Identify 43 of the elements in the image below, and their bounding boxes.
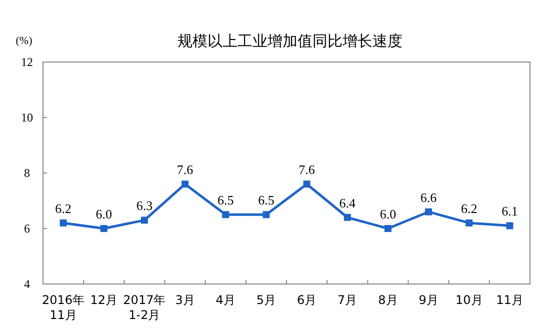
data-label: 6.0 <box>96 206 112 222</box>
x-tick-label: 10月 <box>455 293 483 307</box>
point <box>60 219 67 226</box>
x-tick-label: 6月 <box>296 293 317 307</box>
y-tick-label: 8 <box>24 166 30 180</box>
y-tick-label: 10 <box>21 110 33 124</box>
data-label: 6.5 <box>218 192 234 208</box>
data-label: 6.0 <box>380 206 396 222</box>
data-label: 7.6 <box>176 162 194 178</box>
point <box>506 222 514 230</box>
data-label: 6.1 <box>502 204 518 219</box>
data-label: 6.6 <box>420 190 438 205</box>
point <box>384 225 392 232</box>
data-label: 7.6 <box>298 162 316 178</box>
point <box>303 180 310 188</box>
data-label: 6.3 <box>136 198 153 214</box>
x-tick-label: 2017年 1-2月 <box>123 293 166 322</box>
y-axis-title: (%) <box>16 35 33 47</box>
point <box>140 216 148 224</box>
chart-title: 规模以上工业增加值同比增长速度 <box>178 32 402 50</box>
data-label: 6.2 <box>461 200 478 216</box>
y-tick-label: 12 <box>21 55 33 69</box>
x-tick-label: 3月 <box>175 293 195 307</box>
data-label: 6.5 <box>258 192 274 208</box>
x-tick-label: 9月 <box>418 293 438 307</box>
y-tick-label: 4 <box>24 277 30 291</box>
x-tick-label: 2016年 11月 <box>42 293 85 322</box>
point <box>222 211 230 218</box>
data-label: 6.4 <box>339 195 356 210</box>
x-tick-label: 7月 <box>338 293 358 307</box>
x-tick-label: 5月 <box>256 293 276 307</box>
point <box>262 211 270 218</box>
x-tick-label: 8月 <box>378 293 398 307</box>
x-tick-label: 4月 <box>216 293 236 307</box>
y-tick-label: 6 <box>24 222 30 236</box>
point <box>466 219 473 226</box>
x-tick-label: 11月 <box>496 293 524 307</box>
x-tick-label: 12月 <box>90 293 118 307</box>
point <box>100 225 108 232</box>
point <box>344 214 351 221</box>
data-label: 6.2 <box>55 200 72 216</box>
point <box>182 180 189 188</box>
point <box>425 208 432 216</box>
